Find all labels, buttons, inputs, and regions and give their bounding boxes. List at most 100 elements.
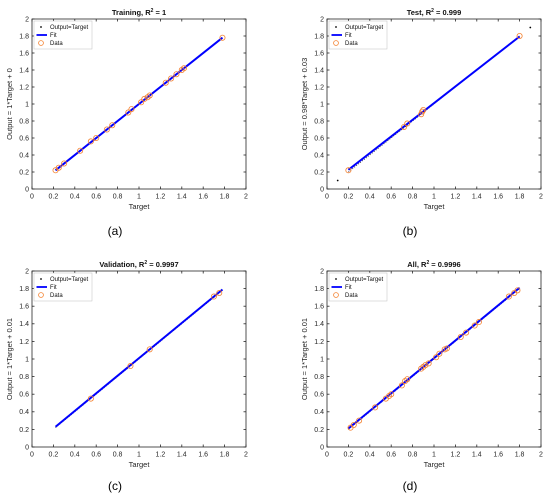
- x-tick-label: 0.6: [386, 452, 396, 459]
- y-tick-label: 1.6: [314, 304, 324, 311]
- data-point: [168, 75, 175, 82]
- chart-panel-1: 0 0.2 0.4 0.6 0.8 1 1.2 1.4 1.6 1.8 2 0 0.2 0.4 0.6 0.8…: [5, 8, 248, 238]
- legend: Output=Target Fit Data: [328, 272, 388, 302]
- x-tick-label: 0.4: [70, 452, 80, 459]
- x-tick-label: 1.4: [472, 452, 482, 459]
- data-point: [436, 350, 443, 357]
- data-point: [146, 346, 153, 353]
- data-point: [55, 164, 62, 171]
- data-point: [345, 167, 352, 174]
- x-tick-label: 1.6: [493, 452, 503, 459]
- x-tick-label: 1.8: [220, 452, 230, 459]
- y-tick-label: 0: [320, 444, 324, 451]
- y-tick-label: 0.4: [314, 409, 324, 416]
- chart-title-suffix: = 0.9996: [429, 260, 461, 269]
- legend-entry: Output=Target: [345, 25, 384, 31]
- data-point: [210, 293, 217, 300]
- legend-entry: Fit: [50, 285, 57, 291]
- legend: Output=Target Fit Data: [33, 272, 93, 302]
- data-point: [138, 99, 145, 106]
- legend-dot-marker: [335, 26, 337, 28]
- x-tick-label: 1: [432, 194, 436, 201]
- data-point: [125, 109, 132, 116]
- chart-title-sup: 2: [151, 8, 154, 14]
- x-tick-label: 0.4: [365, 452, 375, 459]
- data-point: [127, 363, 134, 370]
- fit-line: [54, 288, 224, 428]
- x-tick-label: 1.8: [515, 194, 525, 201]
- x-tick-label: 1.8: [220, 194, 230, 201]
- fit-line: [347, 35, 521, 171]
- x-tick-label: 1.2: [451, 452, 461, 459]
- y-tick-label: 1.4: [19, 321, 29, 328]
- x-tick-label: 0: [325, 452, 329, 459]
- x-tick-label: 0.2: [49, 194, 59, 201]
- y-tick-label: 1: [25, 101, 29, 108]
- x-tick-label: 0.6: [91, 452, 101, 459]
- data-point: [61, 160, 68, 167]
- x-tick-label: 0: [30, 194, 34, 201]
- x-tick-label: 0: [325, 194, 329, 201]
- chart-title-sup: 2: [426, 260, 429, 266]
- data-point: [457, 333, 464, 340]
- chart-title-main: Training, R: [112, 8, 151, 17]
- y-tick-label: 1.2: [19, 339, 29, 346]
- y-tick-label: 2: [320, 16, 324, 23]
- panel-caption: (b): [403, 224, 418, 238]
- legend-entry: Fit: [345, 33, 352, 39]
- x-tick-label: 1.2: [156, 194, 166, 201]
- data-point: [87, 138, 94, 145]
- x-tick-label: 0.6: [91, 194, 101, 201]
- y-tick-label: 2: [320, 268, 324, 275]
- data-point: [77, 147, 84, 154]
- x-tick-label: 1.2: [156, 452, 166, 459]
- x-tick-label: 0.4: [70, 194, 80, 201]
- y-tick-label: 0.6: [314, 392, 324, 399]
- y-tick-label: 1.8: [314, 33, 324, 40]
- panel-caption: (c): [108, 479, 122, 493]
- data-point: [141, 95, 148, 102]
- chart-title-suffix: = 1: [153, 8, 166, 17]
- data-point: [404, 376, 411, 383]
- x-tick-label: 1.6: [198, 194, 208, 201]
- y-tick-label: 1.6: [314, 50, 324, 57]
- x-tick-label: 1.4: [177, 452, 187, 459]
- legend-data-marker: [333, 40, 339, 46]
- y-tick-label: 0.8: [314, 118, 324, 125]
- x-tick-label: 1: [137, 194, 141, 201]
- chart-title-sup: 2: [431, 8, 434, 14]
- y-tick-label: 0.2: [19, 169, 29, 176]
- x-tick-label: 0.8: [408, 194, 418, 201]
- data-point: [87, 395, 94, 402]
- y-tick-label: 0.2: [314, 169, 324, 176]
- y-tick-label: 2: [25, 268, 29, 275]
- x-tick-label: 0.8: [408, 452, 418, 459]
- y-axis-label: Output = 1*Target + 0: [5, 68, 14, 140]
- y-tick-label: 1.8: [314, 286, 324, 293]
- data-point: [398, 382, 405, 389]
- chart-title-main: Validation, R: [99, 260, 145, 269]
- data-point: [109, 122, 116, 129]
- legend-dot-marker: [40, 26, 42, 28]
- data-point: [180, 65, 187, 72]
- data-point: [463, 329, 470, 336]
- data-point: [433, 354, 440, 361]
- legend-entry: Data: [345, 41, 358, 47]
- legend: Output=Target Fit Data: [328, 20, 388, 50]
- y-tick-label: 1.2: [19, 84, 29, 91]
- data-point: [128, 106, 135, 113]
- chart-panel-2: 0 0.2 0.4 0.6 0.8 1 1.2 1.4 1.6 1.8 2 0 0.2 0.4 0.6 0.8…: [300, 8, 543, 238]
- panel-caption: (a): [108, 224, 123, 238]
- x-tick-label: 1.8: [515, 452, 525, 459]
- y-tick-label: 1.4: [314, 321, 324, 328]
- data-point: [471, 322, 478, 329]
- y-tick-label: 1.6: [19, 50, 29, 57]
- x-axis-label: Target: [129, 202, 151, 211]
- legend-data-marker: [38, 40, 44, 46]
- x-tick-label: 0.2: [49, 452, 59, 459]
- legend-data-marker: [333, 292, 339, 298]
- y-tick-label: 1.4: [19, 67, 29, 74]
- chart-panel-4: 0 0.2 0.4 0.6 0.8 1 1.2 1.4 1.6 1.8 2 0 0.2 0.4 0.6 0.8…: [300, 260, 543, 493]
- data-point: [516, 33, 523, 40]
- x-tick-label: 1.6: [198, 452, 208, 459]
